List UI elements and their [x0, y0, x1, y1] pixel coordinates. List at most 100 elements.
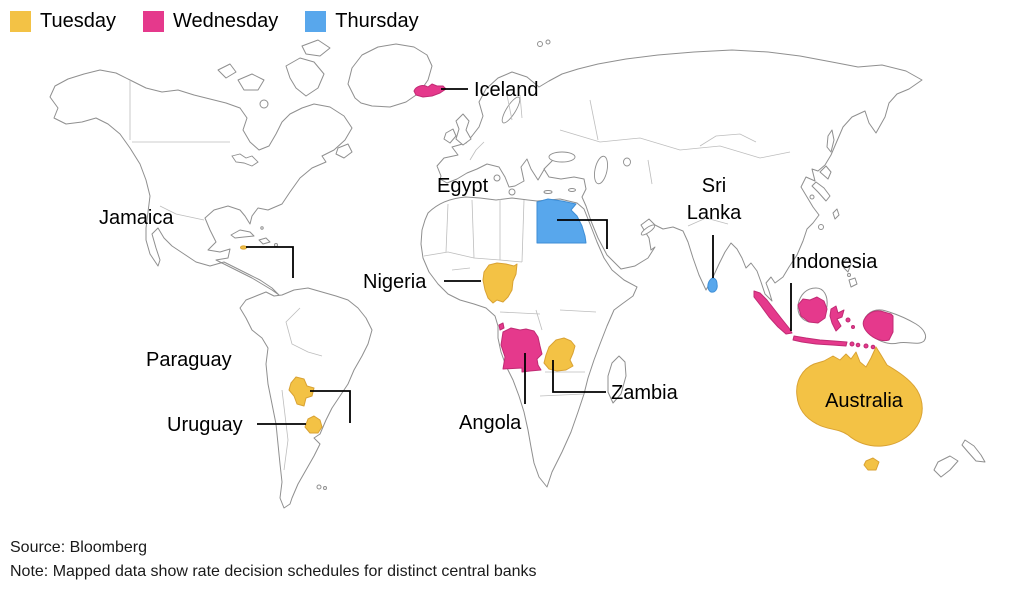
southampton-island [259, 99, 269, 109]
country-indonesia-papua [862, 310, 894, 342]
label-zambia: Zambia [611, 382, 679, 404]
country-iceland [413, 83, 447, 98]
sicily [508, 188, 516, 196]
eurasia-outline [436, 49, 923, 302]
zambia-leader-line [552, 360, 606, 393]
methodology-note: Note: Mapped data show rate decision sch… [10, 563, 537, 580]
japan-hokkaido [819, 165, 832, 180]
highlighted-countries [240, 83, 923, 471]
legend-item-wednesday: Wednesday [142, 10, 279, 32]
label-sri-lanka-line2: Lanka [687, 202, 742, 224]
north-america-outline [49, 69, 353, 296]
paraguay-leader-line [310, 390, 351, 423]
tuesday-swatch [10, 11, 31, 32]
country-australia-tasmania [863, 457, 880, 471]
black-sea [548, 151, 576, 163]
label-paraguay: Paraguay [146, 349, 232, 371]
bahamas [260, 226, 264, 230]
footer: Source: Bloomberg Note: Mapped data show… [10, 536, 537, 584]
country-borders [129, 80, 791, 471]
continent-outlines [49, 39, 986, 509]
cyprus [568, 188, 576, 192]
country-angola-cabinda [498, 322, 505, 331]
country-indonesia-java [792, 335, 848, 347]
sakhalin [826, 129, 835, 153]
new-zealand-south [933, 455, 959, 478]
wednesday-swatch [142, 11, 164, 32]
new-zealand-north [961, 439, 986, 463]
ellesmere-island [301, 39, 331, 57]
persian-gulf [640, 224, 656, 236]
thursday-swatch [305, 11, 327, 32]
baffin-island [285, 57, 325, 97]
philippines-luzon [842, 257, 852, 273]
ireland [443, 128, 457, 144]
country-egypt [536, 198, 587, 244]
svalbard-2 [545, 39, 551, 45]
japan-honshu [811, 181, 831, 202]
label-jamaica: Jamaica [99, 207, 174, 229]
country-australia [796, 346, 923, 447]
country-indonesia-sumatra [753, 290, 793, 335]
legend-label-tuesday: Tuesday [40, 10, 116, 32]
country-angola [500, 327, 543, 373]
legend-label-thursday: Thursday [335, 10, 419, 32]
label-nigeria: Nigeria [363, 271, 427, 293]
label-iceland: Iceland [474, 79, 539, 101]
aral-sea [623, 157, 631, 167]
country-indonesia-bali [849, 341, 855, 347]
country-sri-lanka [707, 277, 718, 293]
great-britain [455, 113, 472, 146]
country-indonesia-maluku-2 [851, 325, 855, 329]
label-angola: Angola [459, 412, 522, 434]
legend: Tuesday Wednesday Thursday [10, 11, 419, 32]
country-zambia [543, 337, 576, 372]
corsica-sardinia [493, 174, 501, 182]
falkland-islands [316, 484, 322, 490]
country-jamaica [240, 245, 247, 250]
philippines-visayas [847, 273, 851, 277]
philippines-mindanao [848, 277, 858, 288]
country-indonesia-maluku [845, 317, 851, 323]
country-indonesia-flores [863, 343, 869, 349]
country-indonesia-lombok [855, 342, 861, 348]
egypt-leader-line [557, 219, 608, 249]
legend-item-tuesday: Tuesday [10, 11, 116, 32]
label-indonesia: Indonesia [791, 251, 879, 273]
banks-island [217, 63, 237, 79]
victoria-island [237, 73, 265, 91]
japan-kyushu [809, 194, 815, 200]
country-indonesia-sulawesi [829, 305, 845, 332]
taiwan [832, 208, 840, 220]
puerto-rico [274, 243, 278, 247]
great-lakes [231, 153, 259, 167]
newfoundland [335, 143, 353, 159]
madagascar [607, 355, 627, 404]
baltic-sea [501, 96, 521, 124]
greenland [347, 43, 433, 108]
label-australia: Australia [825, 390, 904, 412]
label-sri-lanka-line1: Sri [702, 175, 726, 197]
jamaica-leader-line [246, 246, 294, 278]
country-indonesia-timor [870, 344, 876, 350]
cuba [230, 229, 255, 239]
legend-item-thursday: Thursday [305, 10, 419, 32]
source-note: Source: Bloomberg [10, 539, 147, 556]
hispaniola [258, 237, 271, 245]
caspian-sea [593, 155, 609, 185]
label-uruguay: Uruguay [167, 414, 243, 436]
leader-lines [246, 88, 792, 425]
label-egypt: Egypt [437, 175, 489, 197]
country-uruguay [304, 415, 323, 434]
hainan [818, 224, 824, 230]
falkland-islands-2 [323, 486, 327, 490]
crete [543, 190, 553, 194]
country-indonesia-kalimantan [797, 296, 828, 324]
country-nigeria [482, 262, 518, 304]
country-paraguay [288, 376, 315, 407]
svalbard [537, 41, 543, 47]
legend-label-wednesday: Wednesday [172, 10, 279, 32]
country-labels: Iceland Egypt Jamaica Nigeria Sri Lanka … [99, 79, 904, 436]
